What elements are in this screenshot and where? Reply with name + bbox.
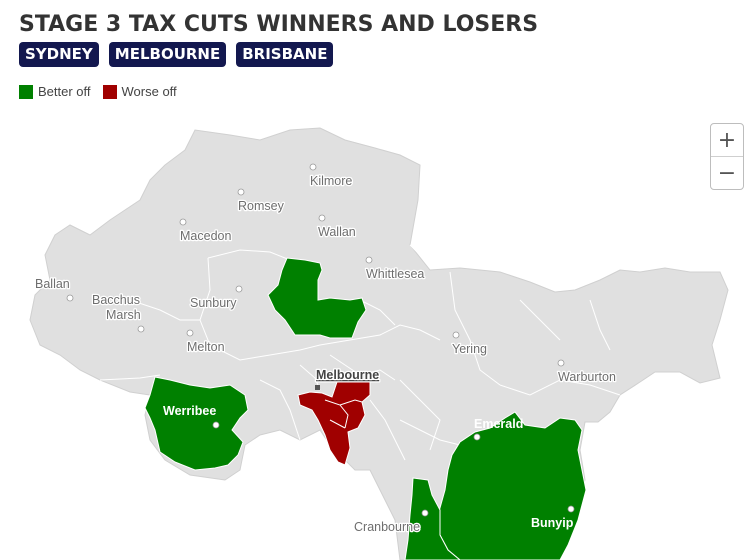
marker-wallan (318, 214, 326, 222)
place-markers (66, 163, 575, 517)
tab-brisbane[interactable]: BRISBANE (236, 42, 334, 67)
marker-romsey (237, 188, 245, 196)
legend-better-swatch (19, 84, 33, 99)
better-off-region-south (404, 477, 461, 560)
legend-worse-label: Worse off (121, 84, 177, 99)
legend-worse-off: Worse off (102, 84, 177, 99)
worse-off-internal-boundaries (324, 399, 363, 429)
better-off-region-west (144, 376, 249, 471)
marker-cranbourne (421, 509, 429, 517)
label-warburton: Warburton (558, 370, 616, 384)
zoom-out-button[interactable]: − (717, 160, 737, 186)
label-bunyip: Bunyip (531, 516, 574, 530)
marker-bacchus-marsh (137, 325, 145, 333)
tab-sydney[interactable]: SYDNEY (19, 42, 99, 67)
marker-emerald (473, 433, 481, 441)
zoom-control: + − (710, 123, 744, 190)
marker-melbourne (315, 385, 320, 390)
page-title: STAGE 3 TAX CUTS WINNERS AND LOSERS (19, 12, 539, 37)
label-ballan: Ballan (35, 277, 70, 291)
zoom-in-button[interactable]: + (711, 124, 743, 157)
tab-melbourne[interactable]: MELBOURNE (108, 42, 227, 67)
marker-warburton (557, 359, 565, 367)
marker-ballan (66, 294, 74, 302)
label-werribee: Werribee (163, 404, 216, 418)
legend: Better off Worse off (19, 84, 177, 99)
marker-macedon (179, 218, 187, 226)
label-melton: Melton (187, 340, 225, 354)
city-tabs: SYDNEY MELBOURNE BRISBANE (19, 42, 334, 67)
legend-better-off: Better off (19, 84, 91, 99)
label-emerald: Emerald (474, 417, 523, 431)
legend-better-label: Better off (38, 84, 91, 99)
label-wallan: Wallan (318, 225, 356, 239)
label-yering: Yering (452, 342, 487, 356)
marker-melton (186, 329, 194, 337)
label-marsh: Marsh (106, 308, 141, 322)
label-kilmore: Kilmore (310, 174, 352, 188)
marker-werribee (212, 421, 220, 429)
marker-kilmore (309, 163, 317, 171)
marker-sunbury (235, 285, 243, 293)
label-cranbourne: Cranbourne (354, 520, 420, 534)
map-region (29, 127, 729, 560)
label-bacchus: Bacchus (92, 293, 140, 307)
better-off-region-south-east (437, 411, 587, 560)
legend-worse-swatch (102, 84, 117, 99)
label-whittlesea: Whittlesea (366, 267, 424, 281)
label-melbourne: Melbourne (316, 368, 379, 382)
district-boundaries (99, 244, 621, 461)
marker-bunyip (567, 505, 575, 513)
marker-whittlesea (365, 256, 373, 264)
label-sunbury: Sunbury (190, 296, 237, 310)
better-off-region-north (267, 257, 367, 339)
label-macedon: Macedon (180, 229, 231, 243)
label-romsey: Romsey (238, 199, 285, 213)
marker-yering (452, 331, 460, 339)
